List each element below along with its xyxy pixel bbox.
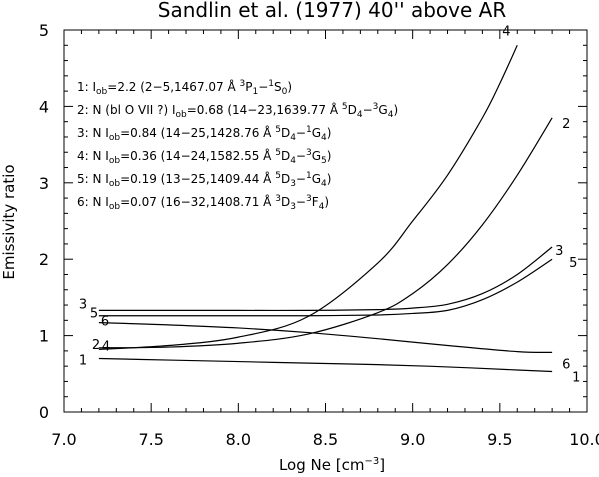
y-tick-label: 3	[39, 174, 49, 193]
legend: 1: Iob=2.2 (2−5,1467.07 Å 3P1−1S0) 2: N (…	[77, 79, 398, 212]
series-5-left-label: 5	[90, 307, 98, 322]
series-4-right-label: 4	[502, 24, 510, 39]
x-tick-labels: 7.0 7.5 8.0 8.5 9.0 9.5 10.0	[51, 430, 599, 449]
y-tick-label: 1	[39, 327, 49, 346]
series-1-left-label: 1	[79, 354, 87, 369]
series-2-left-label: 2	[92, 338, 100, 353]
series-6-left-label: 6	[101, 315, 109, 330]
legend-entry-6: 6: N Iob=0.07 (16−32,1408.71 Å 3D3−3F4)	[77, 194, 329, 212]
series-5-right-label: 5	[569, 256, 577, 271]
x-axis-label: Log Ne [cm−3]	[279, 456, 385, 474]
y-tick-label: 4	[39, 97, 49, 116]
x-tick-label: 9.0	[400, 430, 425, 449]
x-tick-label: 7.0	[51, 430, 76, 449]
series-1-line	[98, 357, 553, 373]
y-tick-label: 2	[39, 250, 49, 269]
series-3-line	[98, 246, 553, 312]
series-1-right-label: 1	[572, 371, 580, 386]
legend-entry-2: 2: N (bl O VII ?) Iob=0.68 (14−23,1639.7…	[77, 102, 398, 120]
x-tick-label: 7.5	[138, 430, 163, 449]
x-tick-label: 9.5	[487, 430, 512, 449]
y-tick-label: 5	[39, 21, 49, 40]
legend-entry-4: 4: N Iob=0.36 (14−24,1582.55 Å 5D4−3G5)	[77, 148, 331, 166]
y-tick-labels: 0 1 2 3 4 5	[39, 21, 49, 422]
series-5-line	[98, 258, 553, 317]
legend-entry-1: 1: Iob=2.2 (2−5,1467.07 Å 3P1−1S0)	[77, 79, 292, 97]
ticks-group	[63, 29, 588, 413]
series-3-right-label: 3	[555, 244, 563, 259]
x-tick-label: 10.0	[569, 430, 599, 449]
curves-group	[98, 45, 553, 373]
series-3-left-label: 3	[79, 297, 87, 312]
y-tick-label: 0	[39, 403, 49, 422]
series-2-right-label: 2	[562, 117, 570, 132]
series-2-line	[98, 117, 553, 349]
y-axis-label: Emissivity ratio	[0, 164, 18, 279]
series-6-line	[98, 322, 553, 354]
series-4-left-label: 4	[102, 339, 110, 354]
chart-title: Sandlin et al. (1977) 40'' above AR	[158, 0, 507, 22]
legend-entry-3: 3: N Iob=0.84 (14−25,1428.76 Å 5D4−1G4)	[77, 125, 331, 143]
series-4-line	[98, 45, 518, 350]
legend-entry-5: 5: N Iob=0.19 (13−25,1409.44 Å 5D3−1G4)	[77, 171, 331, 189]
x-tick-label: 8.0	[226, 430, 251, 449]
series-6-right-label: 6	[562, 357, 570, 372]
x-tick-label: 8.5	[313, 430, 338, 449]
